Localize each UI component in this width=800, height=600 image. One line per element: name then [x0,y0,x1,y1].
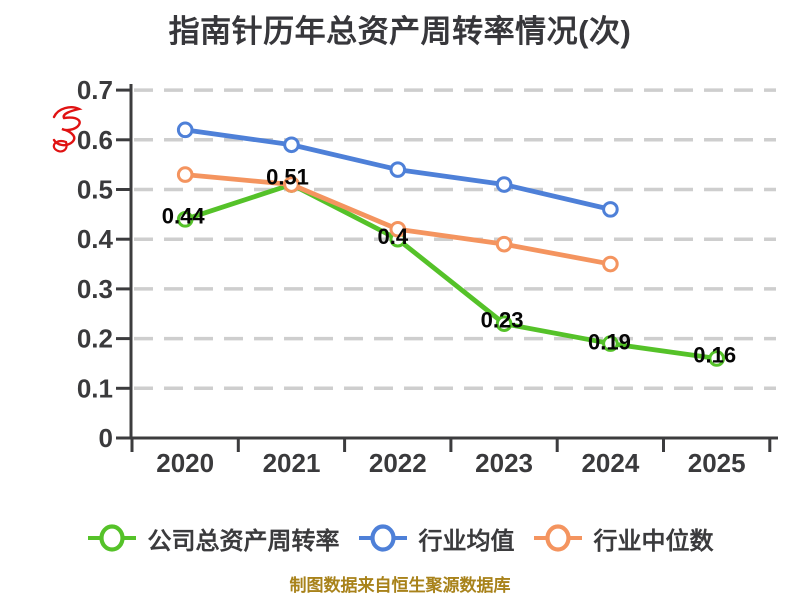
chart-title: 指南针历年总资产周转率情况(次) [168,14,632,49]
y-axis-tick-label: 0.2 [77,324,113,354]
data-point-marker-1 [176,121,194,139]
x-axis-tick-label: 2021 [263,448,321,478]
x-axis-tick-label: 2022 [369,448,427,478]
data-point-marker-1 [283,136,300,154]
y-axis-tick-label: 0 [99,423,113,453]
legend-marker-green-icon [87,524,136,552]
data-point-marker-2 [495,235,513,253]
data-point-marker-1 [602,201,619,218]
data-point-label: 0.23 [481,308,524,333]
data-point-marker-0 [708,350,726,367]
legend-label-company: 公司总资产周转率 [147,527,340,555]
legend-item-industry-median: 行业中位数 [533,521,714,556]
data-point-marker-1 [389,161,407,178]
x-axis-tick-label: 2025 [688,448,746,478]
x-axis-tick-label: 2024 [581,448,639,478]
data-point-label: 0.16 [693,342,736,367]
legend-marker-orange-icon [533,524,582,552]
y-axis-tick-label: 0.3 [77,274,113,304]
data-point-label: 0.19 [588,330,631,355]
data-point-label: 0.4 [378,224,409,249]
legend-item-company: 公司总资产周转率 [87,521,340,556]
data-point-marker-2 [283,176,300,193]
legend-label-industry-mean: 行业均值 [418,527,515,555]
y-axis-tick-label: 0.5 [77,175,113,205]
y-axis-tick-label: 0.4 [77,224,114,254]
y-axis-tick-label: 0.6 [77,125,113,155]
series-line-2 [182,172,613,267]
red-scribble-annotation [52,106,83,153]
chart-legend: 公司总资产周转率 行业均值 行业中位数 [0,518,800,558]
legend-marker-blue-icon [358,524,407,552]
data-point-marker-2 [176,166,194,183]
data-point-marker-0 [602,335,619,352]
data-point-marker-1 [495,176,513,193]
data-point-label: 0.44 [162,203,206,228]
data-point-marker-2 [389,220,407,238]
data-point-marker-2 [602,255,619,273]
x-axis-tick-label: 2020 [156,448,214,478]
data-point-marker-0 [495,315,513,332]
legend-item-industry-mean: 行业均值 [358,521,515,556]
data-point-label: 0.51 [266,165,309,190]
data-point-marker-0 [176,211,194,228]
x-axis-tick-label: 2023 [475,448,533,478]
series-line-0 [182,182,720,361]
data-source-note: 制图数据来自恒生聚源数据库 [289,576,511,595]
legend-label-industry-median: 行业中位数 [593,527,714,555]
y-axis-tick-label: 0.7 [77,75,113,105]
y-axis-tick-label: 0.1 [77,373,113,403]
